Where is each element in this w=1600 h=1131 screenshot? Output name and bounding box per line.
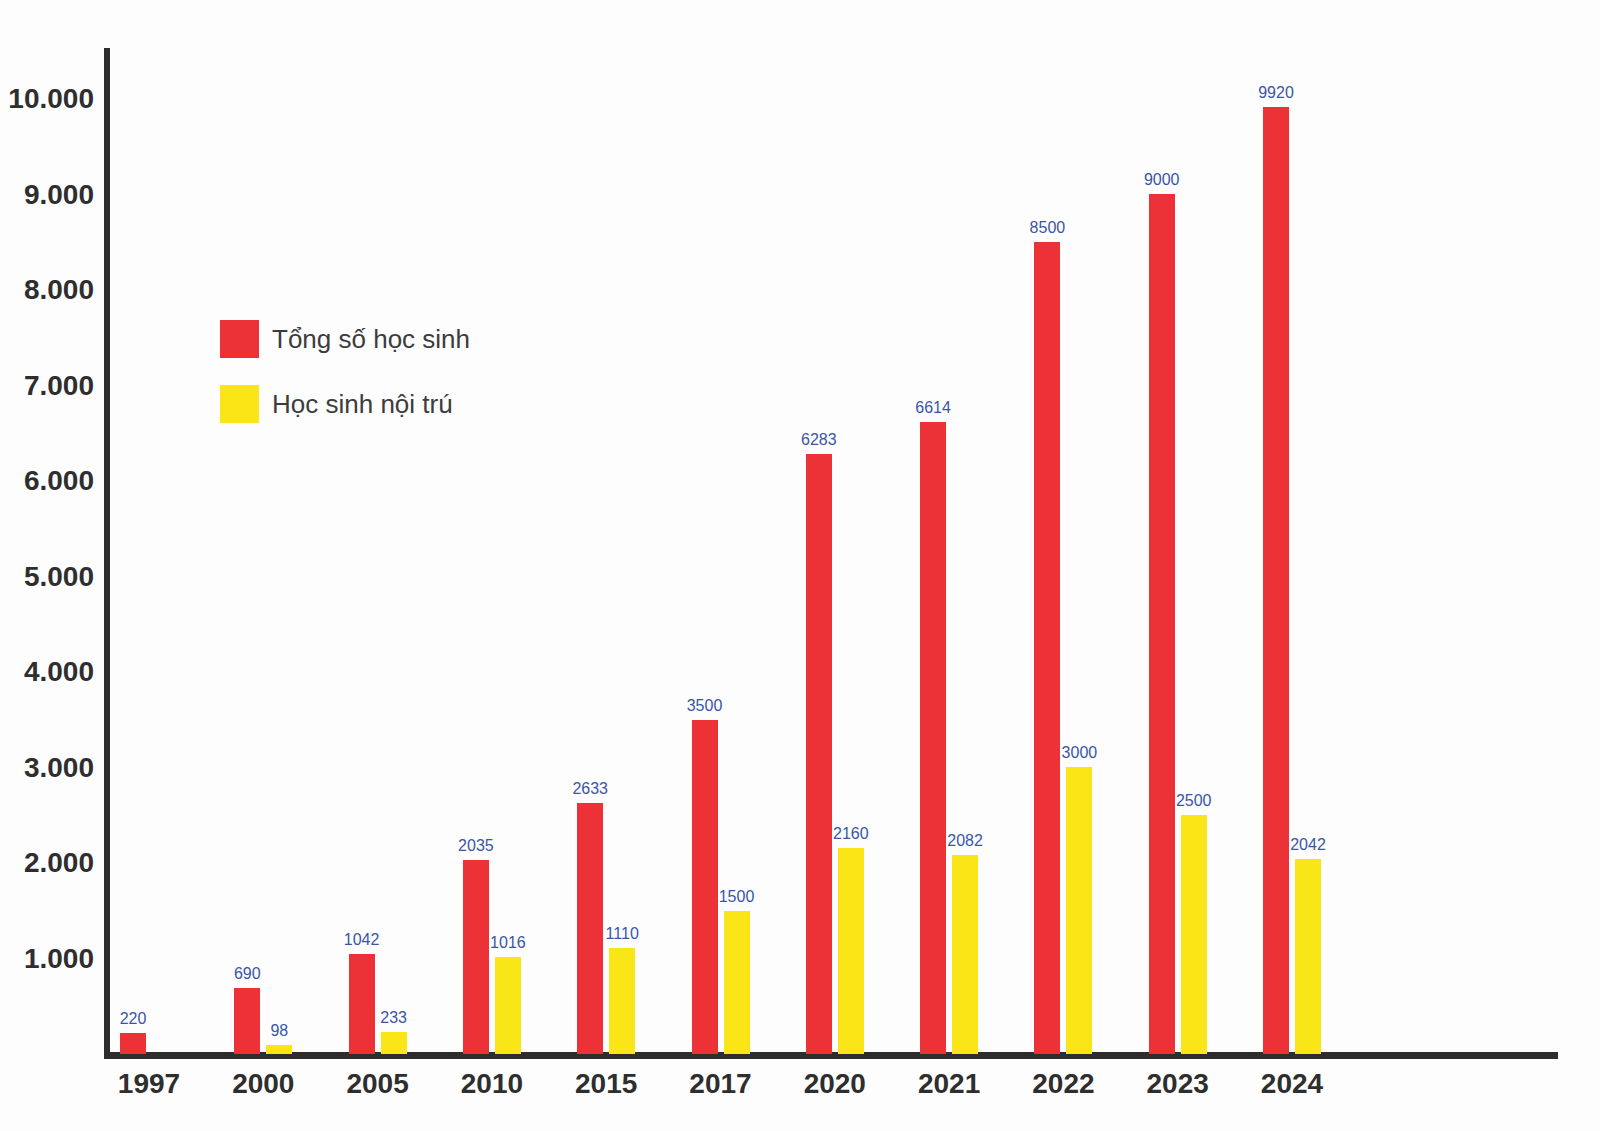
bar-boarding-students [724,911,750,1054]
bar-value-label: 2160 [811,825,891,843]
bar-boarding-students [838,848,864,1054]
bar-value-label: 1500 [697,888,777,906]
bar-value-label: 233 [354,1009,434,1027]
bar-total-students [1263,107,1289,1054]
x-tick-label: 2023 [1123,1070,1233,1098]
y-tick-label: 1.000 [2,945,94,973]
legend-label-boarding-students: Học sinh nội trú [272,389,453,419]
bar-value-label: 1016 [468,934,548,952]
bar-total-students [234,988,260,1054]
x-tick-label: 2022 [1008,1070,1118,1098]
y-tick-label: 4.000 [2,658,94,686]
x-tick-label: 2005 [323,1070,433,1098]
bar-total-students [120,1033,146,1054]
bar-total-students [349,954,375,1054]
bar-total-students [806,454,832,1054]
bar-boarding-students [1066,767,1092,1054]
x-tick-label: 2000 [208,1070,318,1098]
bar-boarding-students [381,1032,407,1054]
bar-boarding-students [266,1045,292,1054]
bar-value-label: 8500 [1007,219,1087,237]
x-tick-label: 2010 [437,1070,547,1098]
bar-value-label: 9920 [1236,84,1316,102]
bar-total-students [1034,242,1060,1054]
x-tick-label: 2020 [780,1070,890,1098]
x-tick-label: 1997 [94,1070,204,1098]
bar-total-students [920,422,946,1054]
bar-value-label: 1042 [322,931,402,949]
bar-value-label: 1110 [582,925,662,943]
legend-item-boarding: Học sinh nội trú [220,385,470,423]
bar-value-label: 9000 [1122,171,1202,189]
bar-boarding-students [495,957,521,1054]
x-tick-label: 2017 [666,1070,776,1098]
bar-value-label: 98 [239,1022,319,1040]
y-tick-label: 9.000 [2,181,94,209]
y-tick-label: 2.000 [2,849,94,877]
bar-value-label: 6283 [779,431,859,449]
bar-value-label: 2633 [550,780,630,798]
y-tick-label: 3.000 [2,754,94,782]
bar-value-label: 2042 [1268,836,1348,854]
bar-value-label: 6614 [893,399,973,417]
legend-label-total-students: Tổng số học sinh [272,324,470,354]
x-tick-label: 2015 [551,1070,661,1098]
bar-value-label: 3000 [1039,744,1119,762]
bar-boarding-students [609,948,635,1054]
legend-item-total: Tổng số học sinh [220,320,470,358]
legend-swatch-total-students [220,320,259,358]
bar-boarding-students [952,855,978,1054]
chart-legend: Tổng số học sinh Học sinh nội trú [220,320,470,450]
bar-total-students [1149,194,1175,1054]
bar-value-label: 2035 [436,837,516,855]
y-tick-label: 7.000 [2,372,94,400]
x-tick-label: 2024 [1237,1070,1347,1098]
bar-boarding-students [1181,815,1207,1054]
bar-value-label: 3500 [665,697,745,715]
y-tick-label: 6.000 [2,467,94,495]
x-tick-label: 2021 [894,1070,1004,1098]
y-axis-line [104,48,110,1059]
y-tick-label: 8.000 [2,276,94,304]
bar-value-label: 2500 [1154,792,1234,810]
legend-swatch-boarding-students [220,385,259,423]
y-tick-label: 5.000 [2,563,94,591]
bar-value-label: 690 [207,965,287,983]
bar-value-label: 220 [93,1010,173,1028]
bar-total-students [692,720,718,1054]
bar-total-students [463,860,489,1054]
bar-chart: 10.000 9.000 8.000 7.000 6.000 5.000 4.000 3.00… [0,0,1600,1131]
y-tick-label: 10.000 [2,85,94,113]
bar-boarding-students [1295,859,1321,1054]
bar-value-label: 2082 [925,832,1005,850]
